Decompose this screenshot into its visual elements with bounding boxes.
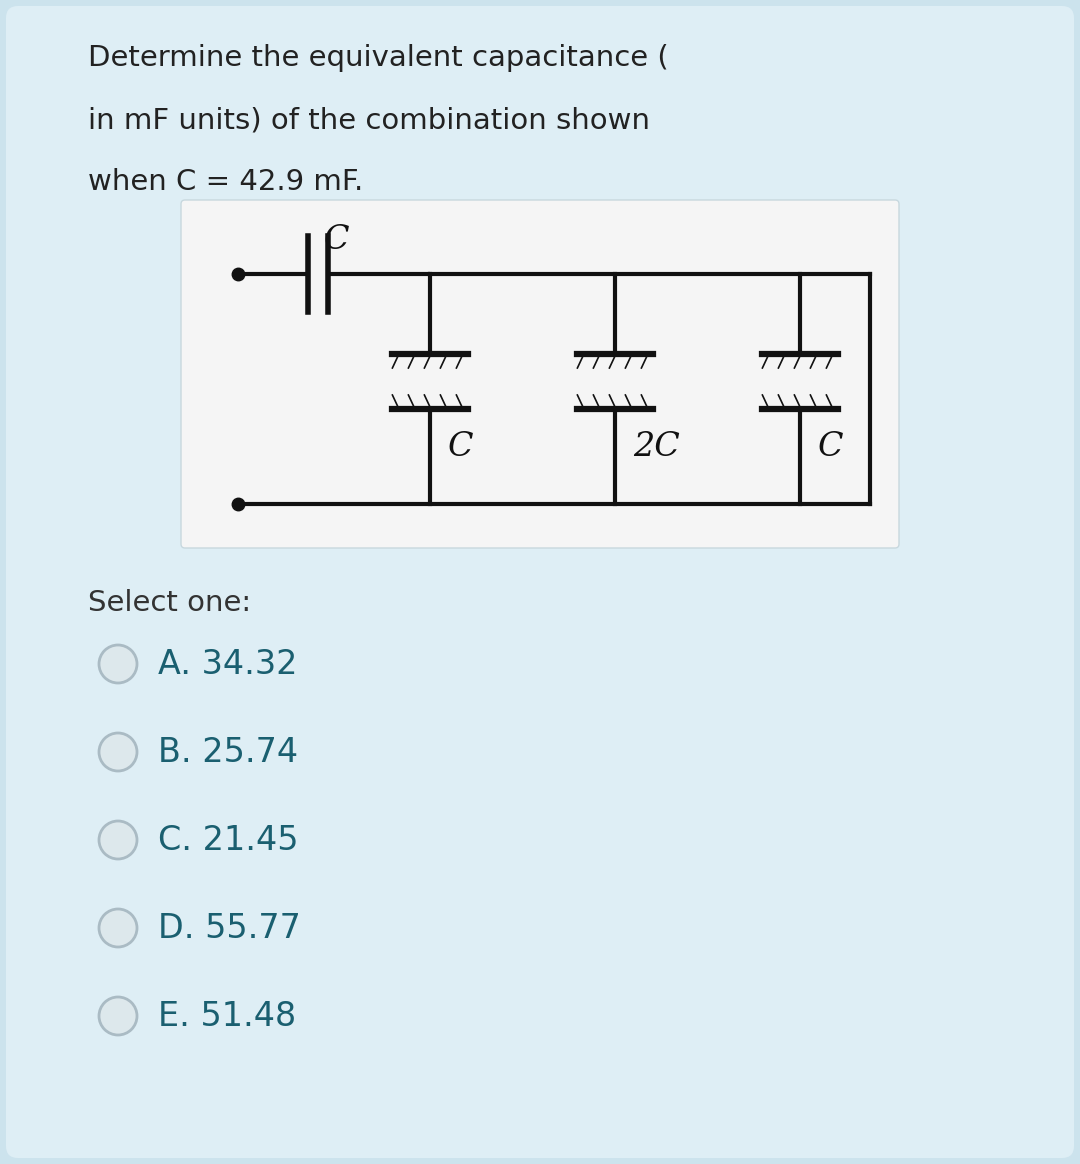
Text: D. 55.77: D. 55.77 (158, 911, 301, 944)
Text: C: C (448, 431, 473, 463)
Circle shape (99, 909, 137, 947)
Text: C: C (323, 223, 349, 256)
Circle shape (99, 821, 137, 859)
Text: E. 51.48: E. 51.48 (158, 1000, 296, 1032)
Text: in mF units) of the combination shown: in mF units) of the combination shown (87, 106, 650, 134)
Circle shape (99, 733, 137, 771)
Circle shape (99, 645, 137, 683)
Text: A. 34.32: A. 34.32 (158, 647, 297, 681)
FancyBboxPatch shape (181, 200, 899, 548)
Text: C. 21.45: C. 21.45 (158, 823, 298, 857)
Circle shape (99, 998, 137, 1035)
Text: 2C: 2C (633, 431, 679, 463)
Text: B. 25.74: B. 25.74 (158, 736, 298, 768)
Text: Select one:: Select one: (87, 589, 252, 617)
Text: Determine the equivalent capacitance (: Determine the equivalent capacitance ( (87, 44, 669, 72)
FancyBboxPatch shape (6, 6, 1074, 1158)
Text: when C = 42.9 mF.: when C = 42.9 mF. (87, 168, 363, 196)
Text: C: C (818, 431, 843, 463)
